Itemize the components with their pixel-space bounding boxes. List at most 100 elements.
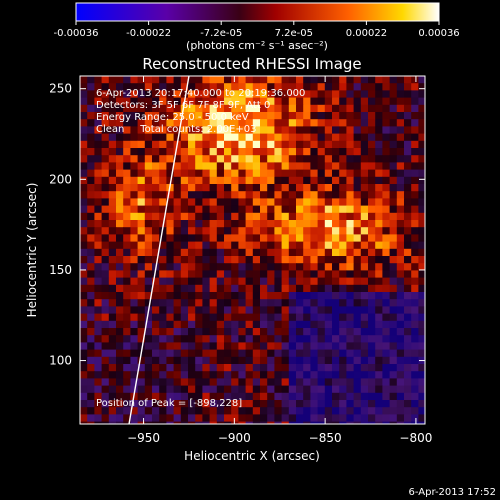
heatmap-cell [159,90,167,98]
heatmap-cell [137,205,146,214]
heatmap-cell [382,256,390,264]
heatmap-cell [116,176,124,185]
heatmap-cell [144,299,153,307]
heatmap-cell [260,306,268,314]
heatmap-cell [180,378,189,386]
heatmap-cell [94,277,102,286]
heatmap-cell [238,277,246,286]
heatmap-cell [288,133,297,142]
heatmap-cell [267,76,275,84]
heatmap-cell [274,148,282,156]
heatmap-cell [339,83,347,91]
heatmap-cell [252,191,261,199]
heatmap-cell [310,191,318,199]
heatmap-cell [238,198,246,206]
heatmap-cell [101,284,110,293]
heatmap-cell [188,169,196,178]
heatmap-cell [152,205,160,214]
heatmap-cell [281,400,290,408]
heatmap-cell [173,263,182,271]
heatmap-cell [317,356,326,365]
heatmap-cell [346,407,354,415]
heatmap-cell [180,263,189,271]
heatmap-cell [101,191,110,199]
heatmap-cell [296,313,304,322]
heatmap-cell [303,148,311,156]
heatmap-cell [389,140,398,149]
heatmap-cell [389,112,398,120]
heatmap-cell [173,414,182,422]
heatmap-cell [202,76,210,84]
heatmap-cell [324,76,333,84]
heatmap-cell [404,97,412,106]
heatmap-cell [216,248,225,257]
heatmap-cell [260,335,268,343]
x-axis-title: Heliocentric X (arcsec) [184,449,320,463]
heatmap-cell [116,277,124,286]
heatmap-cell [346,162,354,170]
heatmap-cell [389,313,398,322]
heatmap-cell [252,76,261,84]
heatmap-cell [368,220,376,228]
heatmap-cell [411,155,419,163]
heatmap-cell [159,212,167,221]
heatmap-cell [252,320,261,329]
heatmap-cell [94,248,102,257]
heatmap-cell [188,97,196,106]
heatmap-cell [231,104,239,113]
heatmap-cell [166,407,174,415]
heatmap-cell [202,97,210,106]
heatmap-cell [144,83,153,91]
heatmap-cell [195,356,203,365]
heatmap-cell [375,220,383,228]
heatmap-cell [396,234,405,242]
heatmap-cell [404,263,412,271]
heatmap-cell [159,126,167,134]
heatmap-cell [245,83,254,91]
heatmap-cell [389,191,398,199]
heatmap-cell [188,270,196,278]
heatmap-cell [123,126,131,134]
heatmap-cell [281,378,290,386]
heatmap-cell [360,176,369,185]
heatmap-cell [382,299,390,307]
heatmap-cell [144,241,153,250]
heatmap-cell [231,320,239,329]
heatmap-cell [418,119,425,127]
heatmap-cell [317,349,326,358]
heatmap-cell [267,335,275,343]
heatmap-cell [411,227,419,235]
heatmap-cell [368,133,376,142]
heatmap-cell [346,421,354,424]
heatmap-cell [267,407,275,415]
heatmap-cell [382,184,390,192]
heatmap-cell [375,162,383,170]
heatmap-cell [159,76,167,84]
heatmap-cell [152,421,160,424]
heatmap-cell [87,126,95,134]
heatmap-cell [260,263,268,271]
heatmap-cell [94,263,102,271]
heatmap-cell [274,198,282,206]
x-tick-label: −950 [127,431,160,445]
heatmap-cell [310,328,318,336]
heatmap-cell [173,284,182,293]
heatmap-cell [296,148,304,156]
heatmap-cell [130,385,138,394]
heatmap-cell [137,292,146,300]
heatmap-cell [137,342,146,350]
heatmap-image [80,76,425,424]
heatmap-cell [101,90,110,98]
heatmap-cell [303,385,311,394]
heatmap-cell [130,97,138,106]
heatmap-cell [224,97,232,106]
heatmap-cell [80,299,88,307]
heatmap-cell [418,270,425,278]
heatmap-cell [296,97,304,106]
heatmap-cell [418,414,425,422]
heatmap-cell [317,263,326,271]
heatmap-cell [353,306,362,314]
heatmap-cell [389,306,398,314]
heatmap-cell [274,191,282,199]
heatmap-cell [368,284,376,293]
